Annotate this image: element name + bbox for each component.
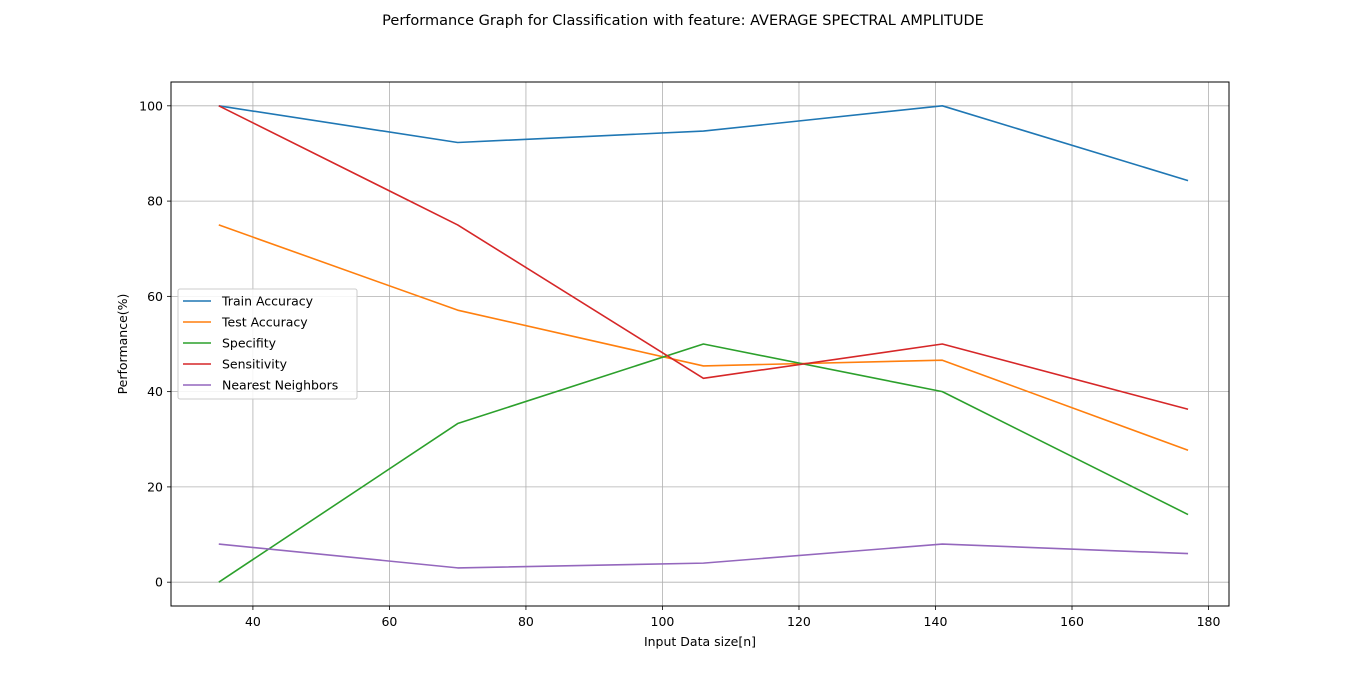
- x-tick-label: 140: [924, 614, 948, 629]
- x-tick-label: 180: [1197, 614, 1221, 629]
- legend-label-train-accuracy: Train Accuracy: [221, 294, 314, 309]
- x-axis-ticks: 40 60 80 100 120 140 160 180: [245, 606, 1221, 629]
- y-tick-label: 100: [139, 98, 163, 113]
- series-line-test-accuracy: [218, 224, 1189, 451]
- legend-label-sensitivity: Sensitivity: [222, 357, 288, 372]
- y-tick-label: 20: [147, 479, 163, 494]
- legend-label-test-accuracy: Test Accuracy: [221, 315, 308, 330]
- y-tick-label: 60: [147, 289, 163, 304]
- x-axis-label: Input Data size[n]: [644, 634, 756, 649]
- legend-label-nearest-neighbors: Nearest Neighbors: [222, 378, 338, 393]
- y-tick-label: 40: [147, 384, 163, 399]
- chart-title: Performance Graph for Classification wit…: [382, 13, 984, 29]
- legend-box: [177, 288, 358, 400]
- series-line-train-accuracy: [218, 105, 1189, 182]
- series-lines: [218, 105, 1189, 583]
- plot-frame: [170, 81, 1230, 607]
- y-axis-ticks: 0 20 40 60 80 100: [139, 98, 171, 590]
- y-axis-label: Performance(%): [115, 294, 130, 395]
- legend-label-specifity: Specifity: [222, 336, 277, 351]
- x-tick-label: 100: [651, 614, 675, 629]
- x-tick-label: 80: [518, 614, 534, 629]
- y-tick-label: 80: [147, 194, 163, 209]
- x-tick-label: 60: [381, 614, 397, 629]
- x-tick-label: 40: [245, 614, 261, 629]
- series-line-sensitivity: [218, 105, 1189, 411]
- series-line-specifity: [218, 343, 1189, 583]
- y-tick-label: 0: [155, 575, 163, 590]
- x-tick-label: 160: [1060, 614, 1084, 629]
- series-line-nearest-neighbors: [218, 543, 1189, 569]
- x-tick-label: 120: [787, 614, 811, 629]
- legend: Train Accuracy Test Accuracy Specifity Sens…: [177, 288, 358, 400]
